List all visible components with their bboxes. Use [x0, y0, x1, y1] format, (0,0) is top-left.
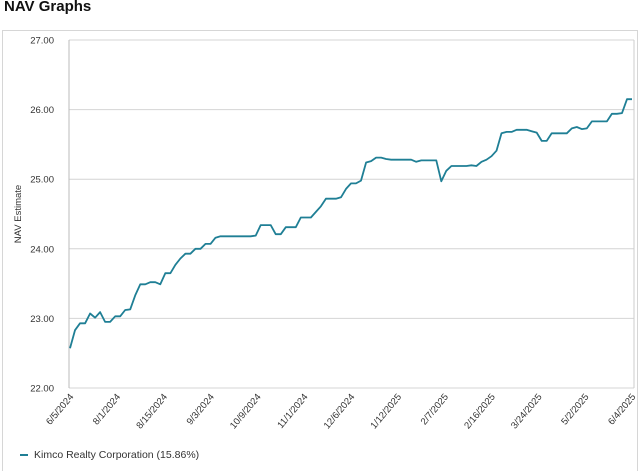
x-tick-label: 9/3/2024 — [185, 392, 217, 427]
x-tick-label: 10/9/2024 — [228, 392, 264, 431]
y-tick-label: 27.00 — [30, 36, 54, 47]
x-tick-label: 3/24/2025 — [509, 392, 545, 431]
x-tick-label: 6/5/2024 — [44, 392, 76, 427]
x-tick-label: 1/12/2025 — [369, 392, 405, 431]
y-tick-label: 25.00 — [30, 175, 54, 186]
x-tick-label: 5/2/2025 — [559, 392, 591, 427]
x-tick-label: 2/7/2025 — [419, 392, 451, 427]
x-tick-label: 6/4/2025 — [606, 392, 638, 427]
page-title: NAV Graphs — [4, 0, 92, 15]
x-tick-label: 8/1/2024 — [91, 392, 123, 427]
series-line — [69, 98, 632, 349]
y-tick-label: 23.00 — [30, 314, 54, 325]
x-tick-label: 11/1/2024 — [275, 392, 310, 431]
x-tick-label: 2/16/2025 — [462, 392, 498, 431]
legend-swatch — [20, 454, 28, 456]
y-axis-label: NAV Estimate — [13, 185, 24, 243]
y-tick-label: 26.00 — [30, 105, 54, 116]
x-tick-label: 12/6/2024 — [322, 392, 358, 431]
y-tick-label: 24.00 — [30, 244, 54, 255]
x-tick-label: 8/15/2024 — [134, 392, 170, 431]
legend-label: Kimco Realty Corporation (15.86%) — [34, 449, 200, 461]
y-tick-label: 22.00 — [30, 384, 54, 395]
chart-frame — [2, 30, 638, 471]
legend-item[interactable]: Kimco Realty Corporation (15.86%) — [20, 449, 199, 461]
